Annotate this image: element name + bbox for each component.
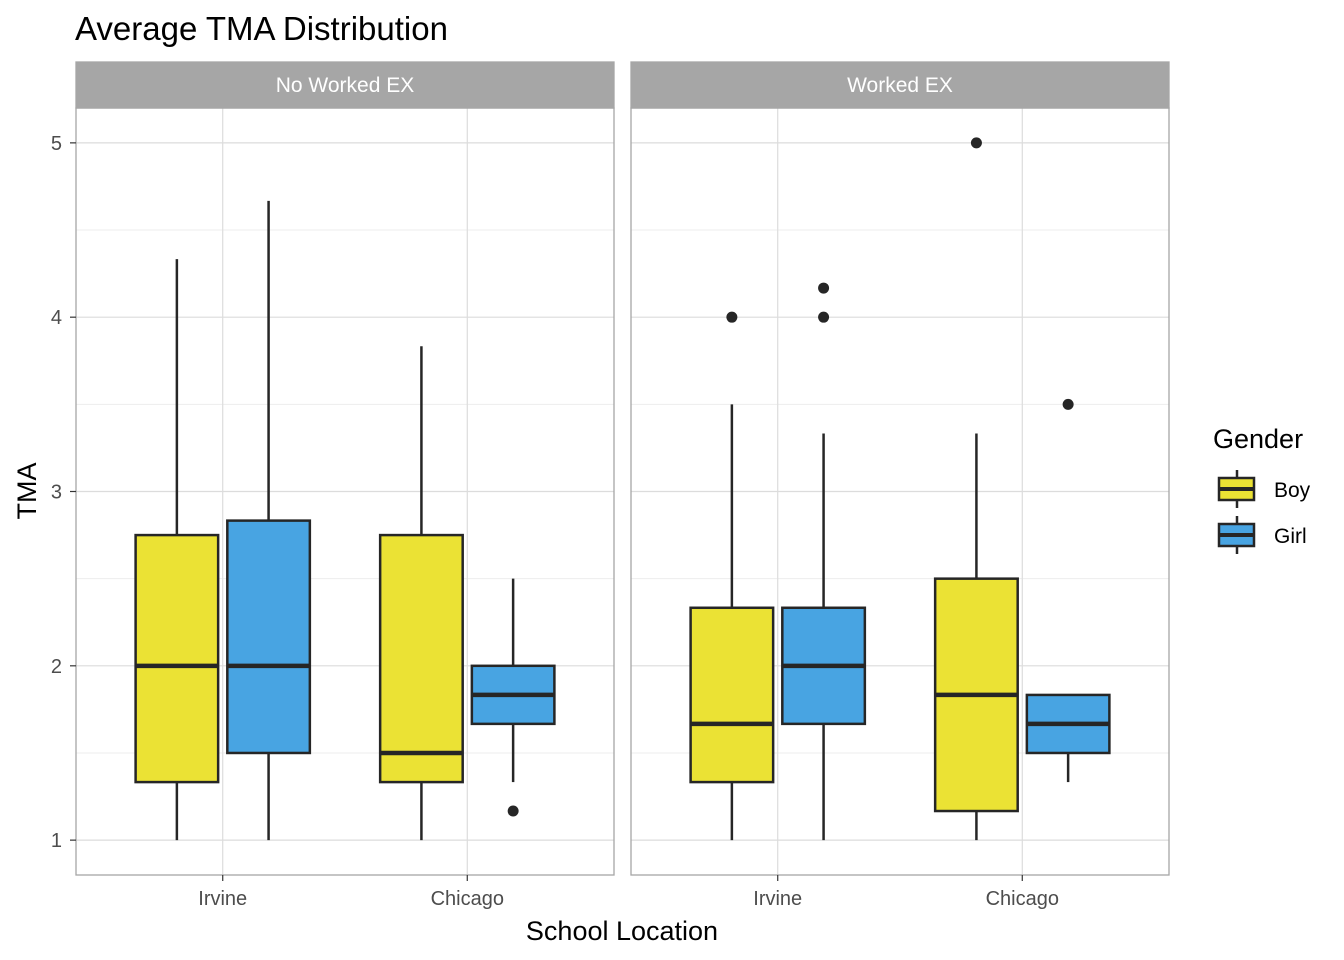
box-iqr <box>226 519 312 755</box>
y-tick-label: 4 <box>51 307 62 329</box>
x-tick-label: Irvine <box>198 888 247 910</box>
box-chicago-boy <box>933 137 1019 841</box>
outlier-point <box>818 311 830 323</box>
panel-worked-ex: Worked EX Irvine Chicago <box>630 61 1170 910</box>
y-axis: 1 2 3 4 5 <box>51 133 76 852</box>
box-irvine-boy <box>134 259 220 841</box>
facet-strip <box>630 61 1170 109</box>
y-tick-label: 3 <box>51 482 62 504</box>
legend: Gender Boy Girl <box>1213 424 1311 554</box>
y-tick-label: 1 <box>51 830 62 852</box>
legend-item-girl: Girl <box>1217 516 1307 554</box>
y-tick-label: 5 <box>51 133 62 155</box>
outlier-point <box>818 282 830 294</box>
panel-no-worked-ex: No Worked EX Irvine Chicago <box>75 61 615 910</box>
box-irvine-boy <box>689 311 775 841</box>
y-tick-label: 2 <box>51 656 62 678</box>
legend-item-boy: Boy <box>1217 470 1311 508</box>
box-chicago-girl <box>1025 398 1111 783</box>
x-tick-label: Chicago <box>431 888 504 910</box>
box-iqr <box>378 533 464 784</box>
x-tick-label: Irvine <box>753 888 802 910</box>
chart-title: Average TMA Distribution <box>75 10 448 47</box>
x-tick-label: Chicago <box>986 888 1059 910</box>
facet-strip <box>75 61 615 109</box>
outlier-point <box>726 311 738 323</box>
legend-label: Girl <box>1274 525 1307 548</box>
outlier-point <box>970 137 982 149</box>
y-axis-title: TMA <box>12 463 42 520</box>
legend-label: Boy <box>1274 479 1311 502</box>
facet-strip-label: No Worked EX <box>276 74 415 97</box>
box-chicago-boy <box>378 346 464 841</box>
box-chicago-girl <box>470 578 556 817</box>
box-iqr <box>134 533 220 784</box>
facet-panels: No Worked EX Irvine Chicago Worked EX Irvine… <box>75 61 1170 910</box>
box-irvine-girl <box>781 282 867 841</box>
x-axis-title: School Location <box>526 916 718 946</box>
facet-strip-label: Worked EX <box>847 74 953 97</box>
outlier-point <box>1062 398 1074 410</box>
box-irvine-girl <box>226 200 312 841</box>
legend-title: Gender <box>1213 424 1303 454</box>
outlier-point <box>507 805 519 817</box>
box-iqr <box>689 606 775 784</box>
